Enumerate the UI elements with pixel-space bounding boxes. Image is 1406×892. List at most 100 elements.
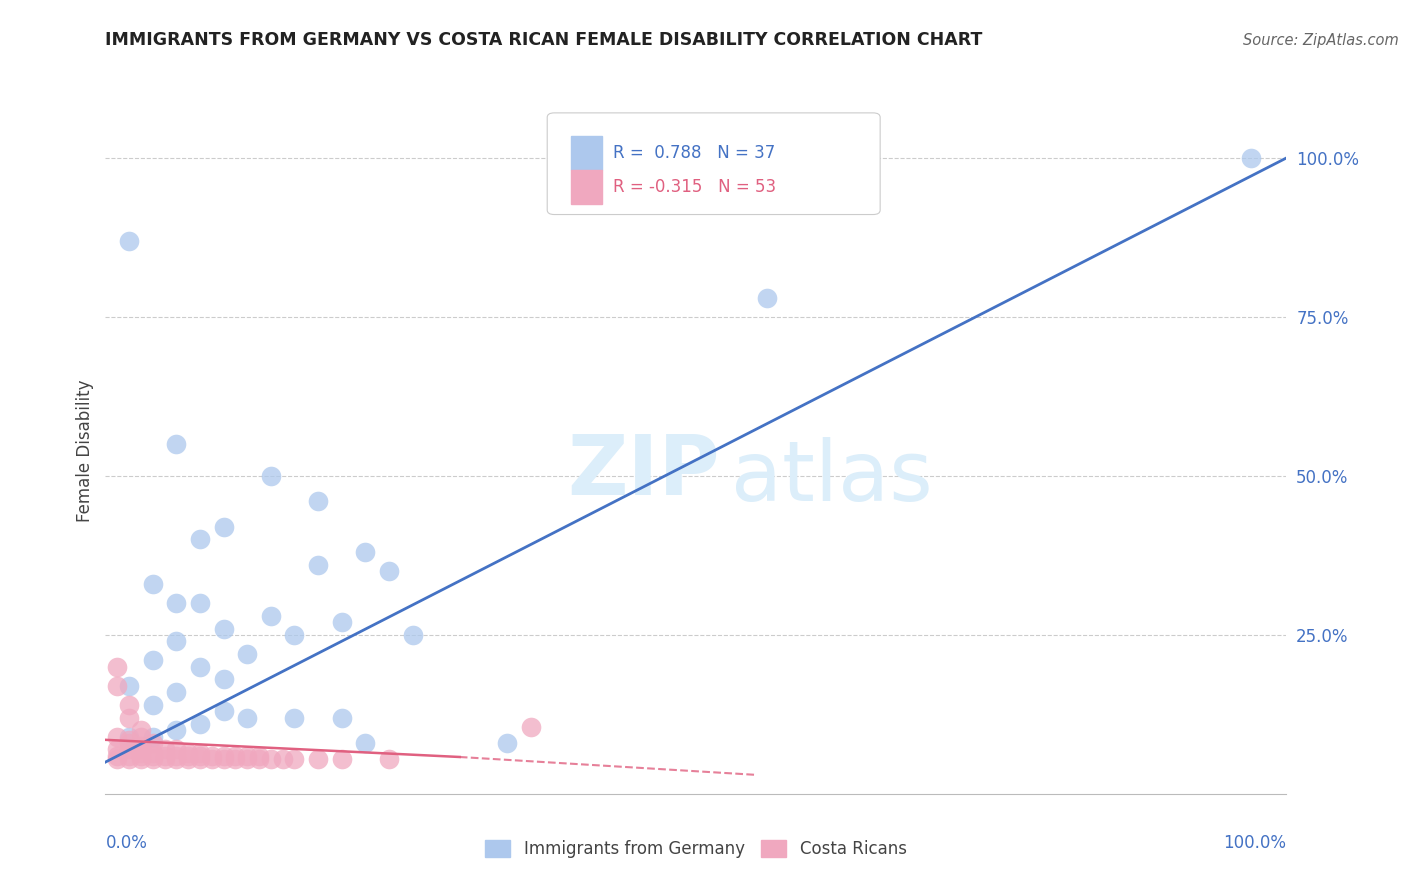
Point: [236, 752, 259, 766]
Point: [118, 234, 141, 248]
Point: [247, 752, 270, 766]
Point: [165, 742, 187, 756]
Point: [188, 533, 211, 547]
Point: [188, 752, 211, 766]
Point: [105, 659, 128, 673]
Point: [118, 698, 141, 712]
Point: [260, 608, 283, 623]
Point: [118, 710, 141, 724]
Point: [118, 736, 141, 750]
Point: [496, 736, 519, 750]
Point: [129, 739, 152, 754]
Text: Source: ZipAtlas.com: Source: ZipAtlas.com: [1243, 33, 1399, 47]
Point: [201, 748, 224, 763]
Point: [1240, 151, 1263, 165]
Point: [212, 704, 235, 718]
Point: [129, 746, 152, 760]
Point: [307, 494, 329, 508]
Point: [236, 647, 259, 661]
Point: [271, 752, 294, 766]
Point: [378, 752, 401, 766]
Point: [165, 596, 187, 610]
Point: [224, 748, 246, 763]
Point: [177, 748, 200, 763]
Text: R =  0.788   N = 37: R = 0.788 N = 37: [613, 144, 776, 161]
Point: [105, 748, 128, 763]
Text: 100.0%: 100.0%: [1223, 834, 1286, 852]
Point: [755, 291, 778, 305]
Point: [201, 752, 224, 766]
Point: [378, 564, 401, 578]
Point: [165, 748, 187, 763]
Point: [519, 720, 541, 734]
Point: [153, 742, 176, 756]
Point: [142, 577, 165, 591]
Point: [260, 469, 283, 483]
Point: [129, 730, 152, 744]
Point: [177, 746, 200, 760]
Text: 0.0%: 0.0%: [105, 834, 148, 852]
Point: [165, 752, 187, 766]
Point: [129, 723, 152, 738]
Point: [105, 742, 128, 756]
Point: [129, 748, 152, 763]
Point: [188, 717, 211, 731]
Point: [283, 628, 305, 642]
Point: [283, 752, 305, 766]
Point: [118, 742, 141, 756]
Point: [283, 710, 305, 724]
Point: [354, 736, 377, 750]
Y-axis label: Female Disability: Female Disability: [76, 379, 94, 522]
Point: [165, 634, 187, 648]
Text: IMMIGRANTS FROM GERMANY VS COSTA RICAN FEMALE DISABILITY CORRELATION CHART: IMMIGRANTS FROM GERMANY VS COSTA RICAN F…: [105, 31, 983, 49]
Legend: Immigrants from Germany, Costa Ricans: Immigrants from Germany, Costa Ricans: [478, 833, 914, 864]
Point: [236, 710, 259, 724]
Point: [129, 752, 152, 766]
Point: [118, 748, 141, 763]
Point: [165, 723, 187, 738]
Point: [118, 752, 141, 766]
Point: [260, 752, 283, 766]
Text: ZIP: ZIP: [567, 431, 720, 512]
Point: [105, 752, 128, 766]
Point: [118, 732, 141, 747]
Point: [105, 730, 128, 744]
Point: [142, 730, 165, 744]
Point: [212, 622, 235, 636]
Point: [330, 615, 353, 630]
Point: [188, 659, 211, 673]
Point: [188, 746, 211, 760]
Point: [118, 730, 141, 744]
Point: [153, 748, 176, 763]
Point: [212, 673, 235, 687]
Point: [307, 558, 329, 572]
Point: [142, 748, 165, 763]
Point: [354, 545, 377, 559]
Point: [401, 628, 423, 642]
Text: atlas: atlas: [731, 437, 934, 518]
Point: [129, 742, 152, 756]
Text: R = -0.315   N = 53: R = -0.315 N = 53: [613, 178, 776, 196]
Point: [142, 752, 165, 766]
Point: [142, 653, 165, 667]
Point: [247, 748, 270, 763]
Point: [105, 679, 128, 693]
Point: [165, 437, 187, 451]
Point: [165, 685, 187, 699]
Point: [330, 710, 353, 724]
Point: [177, 752, 200, 766]
Point: [212, 748, 235, 763]
Point: [142, 736, 165, 750]
Point: [224, 752, 246, 766]
Point: [142, 746, 165, 760]
Point: [307, 752, 329, 766]
Point: [118, 679, 141, 693]
Point: [142, 698, 165, 712]
Point: [236, 748, 259, 763]
Point: [212, 520, 235, 534]
Point: [330, 752, 353, 766]
Point: [153, 752, 176, 766]
Point: [212, 752, 235, 766]
Point: [188, 748, 211, 763]
Point: [188, 596, 211, 610]
